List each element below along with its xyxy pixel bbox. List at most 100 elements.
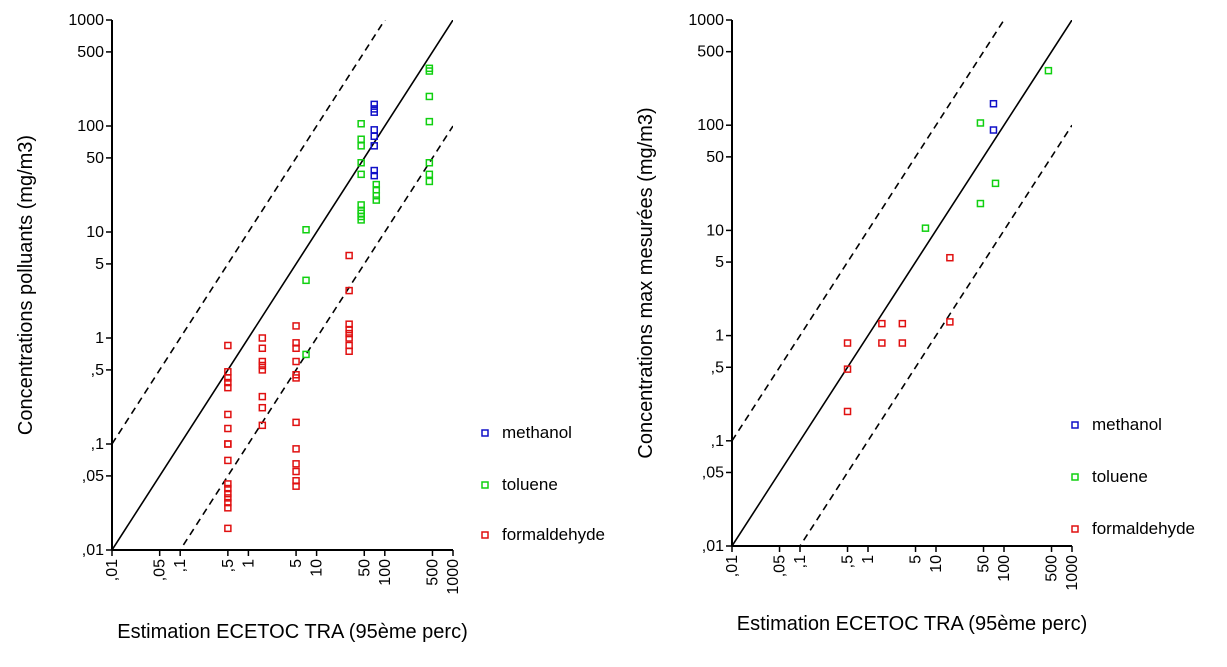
x-tick-label: ,5 [220, 559, 237, 572]
x-tick-label: 10 [309, 559, 326, 577]
y-tick-label: 50 [86, 150, 104, 167]
data-point-formaldehyde [878, 339, 886, 347]
x-tick-label: 100 [377, 559, 394, 586]
data-point-toluene [357, 216, 365, 224]
y-tick-label: ,01 [82, 542, 104, 559]
data-point-formaldehyde [224, 504, 232, 512]
data-point-formaldehyde [224, 494, 232, 502]
x-tick-label: ,01 [724, 555, 741, 577]
data-point-methanol [370, 166, 378, 175]
data-point-methanol [370, 126, 378, 134]
data-point-formaldehyde [258, 357, 267, 366]
data-point-formaldehyde [224, 378, 232, 387]
data-point-formaldehyde [946, 318, 954, 326]
y-tick-label: 100 [697, 117, 724, 134]
reference-lines [112, 20, 453, 550]
data-point-toluene [357, 170, 365, 179]
x-axis-title: Estimation ECETOC TRA (95ème perc) [117, 621, 468, 643]
data-point-methanol [989, 99, 998, 108]
y-tick-label: 50 [706, 149, 724, 166]
x-tick-label: 500 [424, 559, 441, 586]
data-point-formaldehyde [224, 484, 232, 493]
data-point-toluene [425, 92, 434, 101]
data-point-formaldehyde [224, 480, 232, 488]
data-point-formaldehyde [946, 253, 954, 262]
x-tick-label: ,1 [172, 559, 189, 572]
y-tick-label: ,01 [702, 538, 724, 555]
series-formaldehyde [224, 251, 353, 533]
data-point-toluene [372, 196, 381, 204]
data-point-formaldehyde [292, 357, 300, 366]
reference-line-0 [112, 20, 453, 550]
reference-line-2 [179, 125, 453, 550]
data-point-methanol [370, 132, 378, 141]
data-point-formaldehyde [224, 424, 232, 433]
data-point-toluene [372, 180, 381, 189]
data-point-toluene [302, 350, 310, 359]
data-point-formaldehyde [224, 383, 232, 392]
series-formaldehyde [843, 253, 954, 416]
legend: methanol toluene formaldehyde [481, 423, 605, 544]
data-point-formaldehyde [345, 334, 353, 342]
data-point-toluene [921, 224, 930, 232]
y-tick-label: ,05 [82, 468, 104, 485]
x-tick-label: 5 [288, 559, 305, 568]
y-tick-label: ,5 [91, 362, 104, 379]
data-point-formaldehyde [224, 524, 232, 533]
legend-label-toluene: toluene [502, 475, 558, 494]
data-point-formaldehyde [224, 440, 232, 448]
legend-marker-formaldehyde [481, 531, 489, 539]
data-point-formaldehyde [843, 365, 852, 373]
data-point-formaldehyde [258, 392, 267, 401]
data-point-toluene [302, 276, 310, 285]
y-tick-label: 100 [77, 118, 104, 135]
reference-line-1 [112, 20, 386, 445]
data-point-toluene [976, 199, 985, 208]
x-tick-label: 1 [860, 555, 877, 564]
data-point-toluene [357, 135, 365, 143]
data-point-formaldehyde [292, 344, 300, 353]
legend-marker-methanol [1071, 421, 1079, 429]
legend-label-toluene: toluene [1092, 467, 1148, 486]
reference-line-2 [799, 124, 1072, 546]
data-point-formaldehyde [292, 482, 300, 490]
data-point-formaldehyde [878, 319, 886, 328]
x-tick-label: 10 [928, 555, 945, 573]
data-point-formaldehyde [292, 460, 300, 468]
x-tick-label: 1000 [1064, 555, 1081, 591]
data-point-formaldehyde [224, 410, 232, 419]
y-tick-label: 500 [697, 44, 724, 61]
x-tick-label: ,1 [792, 555, 809, 568]
x-tick-label: ,05 [772, 555, 789, 577]
data-point-toluene [425, 159, 434, 167]
data-point-formaldehyde [258, 344, 267, 353]
reference-line-1 [732, 20, 1005, 442]
data-point-formaldehyde [292, 445, 300, 453]
x-tick-label: 500 [1044, 555, 1061, 582]
y-axis-title: Concentrations polluants (mg/m3) [15, 135, 37, 435]
data-point-formaldehyde [292, 418, 300, 427]
y-tick-label: 1000 [68, 12, 104, 29]
data-point-toluene [425, 177, 434, 186]
data-point-toluene [357, 159, 365, 167]
data-point-formaldehyde [258, 421, 267, 430]
data-point-formaldehyde [258, 334, 267, 342]
legend-label-formaldehyde: formaldehyde [1092, 519, 1195, 538]
x-tick-label: ,01 [104, 559, 121, 581]
x-tick-label: 1 [240, 559, 257, 568]
series-toluene [302, 64, 434, 359]
data-point-formaldehyde [292, 467, 300, 476]
data-point-formaldehyde [345, 286, 353, 295]
reference-lines [732, 20, 1072, 546]
data-point-formaldehyde [345, 329, 353, 338]
data-point-toluene [302, 226, 310, 234]
legend-label-methanol: methanol [1092, 415, 1162, 434]
data-point-methanol [370, 100, 378, 109]
data-point-formaldehyde [292, 322, 300, 330]
y-tick-label: ,05 [702, 464, 724, 481]
data-point-formaldehyde [258, 403, 267, 412]
series-toluene [921, 66, 1053, 232]
x-tick-label: 50 [976, 555, 993, 573]
